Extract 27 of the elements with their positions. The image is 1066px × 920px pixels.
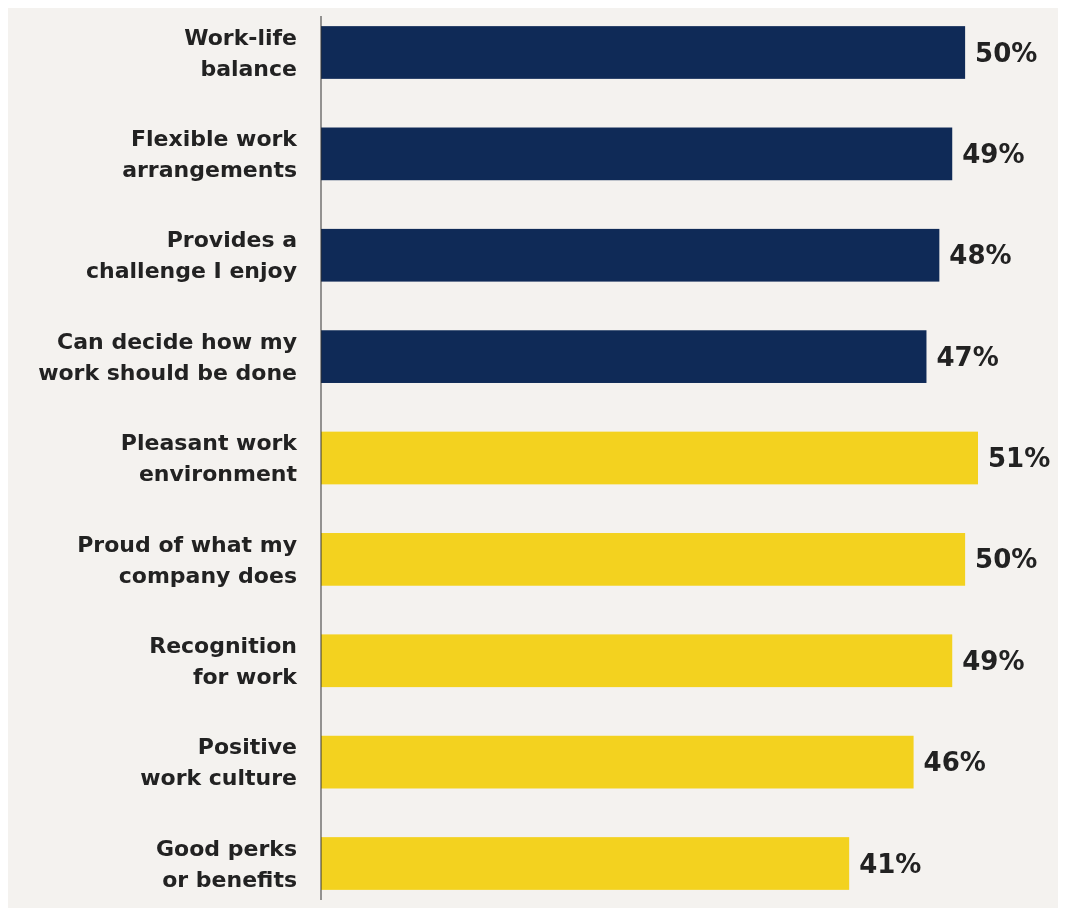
bar [321, 26, 966, 79]
y-tick-label: Flexible work arrangements [122, 126, 299, 183]
y-tick-label: Work-life balance [184, 24, 297, 81]
data-label: 49% [962, 138, 1025, 169]
bar [321, 837, 850, 890]
data-label: 50% [975, 37, 1038, 68]
bar [321, 228, 940, 282]
y-tick-label: Can decide how my work should be done [38, 328, 297, 385]
data-label: 48% [949, 240, 1012, 271]
bar [321, 431, 978, 485]
y-tick-label: Proud of what my company does [77, 531, 297, 588]
data-label: 50% [975, 544, 1038, 575]
data-label: 51% [988, 443, 1051, 474]
bar [321, 127, 953, 181]
y-tick-label: Positive work culture [140, 734, 297, 791]
y-tick-label: Pleasant work environment [120, 430, 299, 487]
bar [321, 330, 927, 383]
bar [321, 533, 966, 586]
bar [321, 634, 953, 688]
data-label: 47% [936, 341, 999, 372]
y-tick-label: Recognition for work [149, 632, 299, 689]
y-tick-label: Provides a challenge I enjoy [86, 227, 297, 284]
bar [321, 735, 914, 789]
data-label: 41% [859, 848, 922, 879]
y-tick-label: Good perks or benefits [156, 835, 297, 892]
data-label: 49% [962, 645, 1025, 676]
data-label: 46% [923, 747, 986, 778]
